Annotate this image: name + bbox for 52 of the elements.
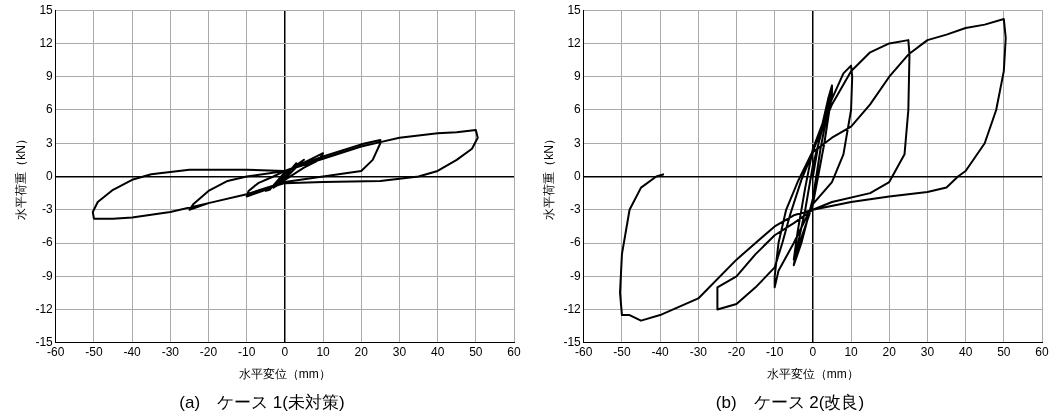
x-tick-label: 20: [882, 345, 897, 360]
y-tick-label: 0: [574, 168, 582, 183]
y-tick-label: -6: [570, 235, 582, 250]
y-tick-label: 9: [46, 69, 54, 84]
y-axis-title: 水平荷重（kN）: [13, 133, 28, 220]
y-tick-label: 3: [574, 135, 582, 150]
x-tick-label: 50: [469, 345, 483, 360]
x-axis-title: 水平変位（mm）: [238, 366, 331, 381]
y-tick-label: 15: [567, 2, 582, 17]
y-tick-label: -3: [570, 202, 582, 217]
x-tick-label: 30: [392, 345, 407, 360]
x-tick-label: 30: [920, 345, 935, 360]
y-tick-label: 12: [39, 35, 54, 50]
y-tick-label: 6: [46, 102, 54, 117]
x-tick-label: -30: [689, 345, 708, 360]
y-tick-label: -12: [563, 301, 582, 316]
y-tick-label: -3: [42, 202, 54, 217]
text: (a) ケース 1(未対策): [179, 393, 345, 413]
x-tick-label: -50: [613, 345, 631, 360]
y-tick-label: 6: [574, 102, 582, 117]
text: (b) ケース 2(改良): [715, 393, 865, 413]
x-tick-label: -40: [123, 345, 142, 360]
x-tick-label: 0: [809, 345, 817, 360]
x-tick-label: 50: [997, 345, 1011, 360]
y-tick-label: 0: [46, 168, 54, 183]
x-tick-label: -20: [727, 345, 746, 360]
x-tick-label: 40: [958, 345, 973, 360]
y-tick-label: -9: [42, 268, 54, 283]
x-tick-label: -10: [766, 345, 784, 360]
x-tick-label: 40: [430, 345, 445, 360]
x-tick-label: 10: [844, 345, 859, 360]
x-tick-label: -10: [238, 345, 256, 360]
y-tick-label: 9: [574, 69, 582, 84]
x-axis-title: 水平変位（mm）: [766, 366, 859, 381]
x-tick-label: -30: [161, 345, 180, 360]
y-tick-label: 3: [46, 135, 54, 150]
x-tick-label: -50: [85, 345, 103, 360]
y-tick-label: 12: [567, 35, 582, 50]
y-tick-label: -6: [42, 235, 54, 250]
x-tick-label: 60: [507, 345, 521, 360]
y-tick-label: -12: [35, 301, 54, 316]
x-tick-label: -60: [575, 345, 593, 360]
x-tick-label: -60: [47, 345, 65, 360]
y-tick-label: 15: [39, 2, 54, 17]
y-axis-title: 水平荷重（kN）: [541, 133, 556, 220]
x-tick-label: -40: [651, 345, 670, 360]
x-tick-label: 0: [281, 345, 289, 360]
x-tick-label: -20: [199, 345, 218, 360]
y-tick-label: -9: [570, 268, 582, 283]
x-tick-label: 10: [316, 345, 331, 360]
x-tick-label: 60: [1035, 345, 1049, 360]
x-tick-label: 20: [354, 345, 369, 360]
